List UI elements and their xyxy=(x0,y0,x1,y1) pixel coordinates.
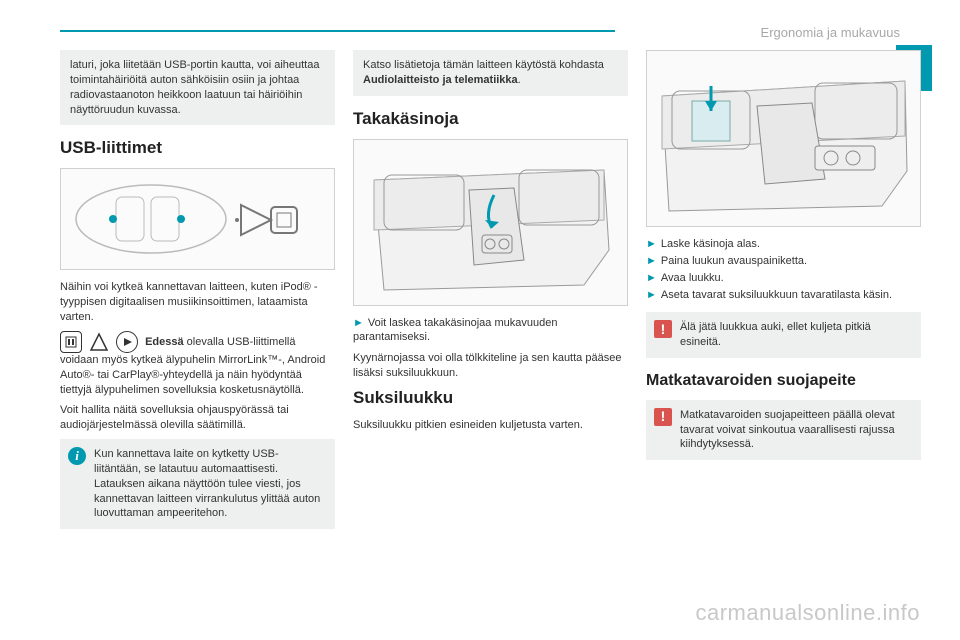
icon-box-1 xyxy=(60,331,82,353)
bullet-icon: ► xyxy=(646,272,657,284)
skihatch-para: Suksiluukku pitkien esineiden kuljetusta… xyxy=(353,418,628,433)
ski-bullet-4: ► Aseta tavarat suksiluukkuun tavaratilas… xyxy=(646,288,921,303)
section-header: Ergonomia ja mukavuus xyxy=(761,25,900,40)
header-rule xyxy=(60,30,615,32)
bullet-icon: ► xyxy=(353,317,364,329)
armrest-bullet-1: ►Voit laskea takakäsinojaa mukavuuden pa… xyxy=(353,316,628,346)
bullet-icon: ► xyxy=(646,238,657,250)
watermark: carmanualsonline.info xyxy=(695,600,920,626)
icon-triangle xyxy=(88,331,110,353)
icon-play xyxy=(116,331,138,353)
heading-luggage-cover: Matkatavaroiden suojapeite xyxy=(646,370,921,392)
usb-para-2: Edessä olevalla USB-liittimellä voidaan … xyxy=(60,331,335,398)
armrest-bullet-1-text: Voit laskea takakäsinojaa mukavuuden par… xyxy=(353,317,557,344)
info-box-audio: Katso lisätietoja tämän laitteen käytöst… xyxy=(353,50,628,96)
inline-icon-row xyxy=(60,331,138,353)
heading-usb: USB-liittimet xyxy=(60,137,335,160)
usb-para-2-bold: Edessä xyxy=(145,336,184,348)
ski-bullet-3: ► Avaa luukku. xyxy=(646,271,921,286)
ski-bullet-3-text: Avaa luukku. xyxy=(661,272,724,284)
bullet-icon: ► xyxy=(646,255,657,267)
warning-box-cover: ! Matkatavaroiden suojapeitteen päällä o… xyxy=(646,400,921,461)
warning-hatch-text: Älä jätä luukkua auki, ellet kuljeta pit… xyxy=(680,321,871,348)
ski-bullet-2: ► Paina luukun avauspainiketta. xyxy=(646,254,921,269)
info-box-audio-bold: Audiolaitteisto ja telematiikka xyxy=(363,74,518,86)
column-2: Katso lisätietoja tämän laitteen käytöst… xyxy=(353,50,628,541)
ski-bullet-1: ► Laske käsinoja alas. xyxy=(646,237,921,252)
illustration-skihatch xyxy=(646,50,921,227)
info-box-text: laturi, joka liitetään USB-portin kautta… xyxy=(70,59,319,116)
info-box-charger: laturi, joka liitetään USB-portin kautta… xyxy=(60,50,335,125)
illustration-usb xyxy=(60,168,335,270)
content-columns: laturi, joka liitetään USB-portin kautta… xyxy=(60,50,920,541)
ski-bullet-1-text: Laske käsinoja alas. xyxy=(661,238,760,250)
info-icon: i xyxy=(68,447,86,465)
column-3: ► Laske käsinoja alas. ► Paina luukun avau… xyxy=(646,50,921,541)
warning-cover-text: Matkatavaroiden suojapeitteen päällä ole… xyxy=(680,409,895,451)
warning-icon: ! xyxy=(654,320,672,338)
warning-icon: ! xyxy=(654,408,672,426)
usb-para-1: Näihin voi kytkeä kannettavan laitteen, … xyxy=(60,280,335,325)
heading-skihatch: Suksiluukku xyxy=(353,387,628,410)
info-box-charging: i Kun kannettava laite on kytketty USB-l… xyxy=(60,439,335,529)
info-box-charging-text: Kun kannettava laite on kytketty USB-lii… xyxy=(94,448,320,519)
info-box-audio-text1: Katso lisätietoja tämän laitteen käytöst… xyxy=(363,59,604,71)
bullet-icon: ► xyxy=(646,289,657,301)
heading-armrest: Takakäsinoja xyxy=(353,108,628,131)
warning-box-hatch: ! Älä jätä luukkua auki, ellet kuljeta p… xyxy=(646,312,921,358)
column-1: laturi, joka liitetään USB-portin kautta… xyxy=(60,50,335,541)
usb-para-3: Voit hallita näitä sovelluksia ohjauspyö… xyxy=(60,403,335,433)
ski-bullet-4-text: Aseta tavarat suksiluukkuun tavaratilast… xyxy=(661,289,892,301)
illustration-armrest xyxy=(353,139,628,306)
ski-bullet-2-text: Paina luukun avauspainiketta. xyxy=(661,255,807,267)
armrest-para-1: Kyynärnojassa voi olla tölkkiteline ja s… xyxy=(353,351,628,381)
